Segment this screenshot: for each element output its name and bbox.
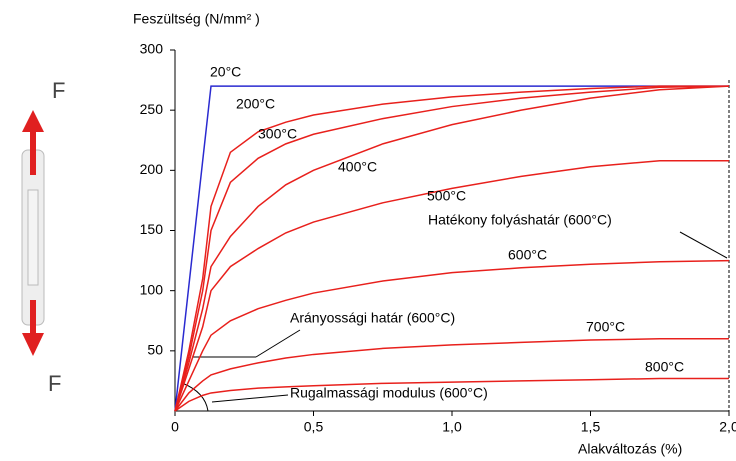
series-line xyxy=(174,159,729,412)
specimen xyxy=(21,110,45,356)
y-tick-label: 50 xyxy=(147,342,163,358)
leader-lines xyxy=(181,231,728,412)
y-tick-label: 200 xyxy=(140,161,164,177)
series-label: 800°C xyxy=(645,359,684,375)
x-tick-label: 0 xyxy=(171,419,179,435)
series-label: 500°C xyxy=(427,188,466,204)
force-label: F xyxy=(48,371,61,396)
x-tick-label: 0,5 xyxy=(304,419,324,435)
y-axis-title: Feszültség (N/mm² ) xyxy=(133,11,260,27)
y-tick-label: 150 xyxy=(140,221,164,237)
x-tick-label: 1,5 xyxy=(581,419,601,435)
series-label: 700°C xyxy=(586,319,625,335)
x-tick-label: 2,0 xyxy=(719,419,736,435)
series-line xyxy=(174,85,729,412)
annotation: Arányossági határ (600°C) xyxy=(290,310,455,326)
annotation: Hatékony folyáshatár (600°C) xyxy=(428,212,612,228)
series-line xyxy=(174,259,730,412)
series-line xyxy=(174,338,729,412)
series-label: 400°C xyxy=(338,159,377,175)
series-label: 300°C xyxy=(258,126,297,142)
series-label: 200°C xyxy=(236,96,275,112)
y-tick-label: 100 xyxy=(140,281,164,297)
series-line xyxy=(174,377,729,412)
series-line xyxy=(174,85,730,412)
series-label: 20°C xyxy=(210,64,241,80)
y-tick-label: 300 xyxy=(140,41,164,57)
annotation: Rugalmassági modulus (600°C) xyxy=(290,385,488,401)
force-label: F xyxy=(52,78,65,103)
x-axis-title: Alakváltozás (%) xyxy=(578,441,682,457)
series-label: 600°C xyxy=(508,247,547,263)
y-tick-label: 250 xyxy=(140,101,164,117)
series-line xyxy=(174,85,730,412)
x-tick-label: 1,0 xyxy=(442,419,462,435)
series-line xyxy=(174,85,729,412)
